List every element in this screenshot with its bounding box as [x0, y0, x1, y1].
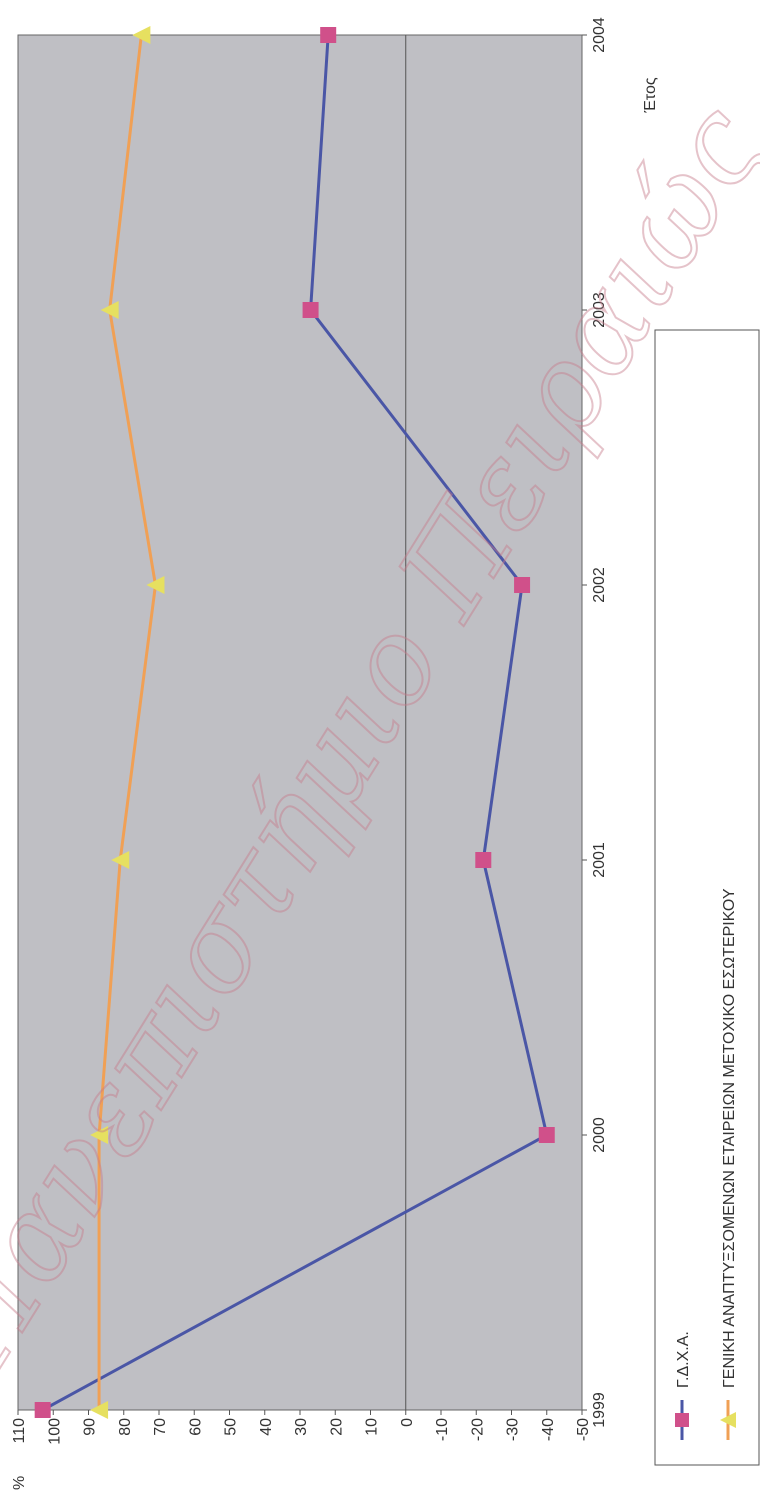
value-tick-label: 10: [364, 1418, 381, 1436]
year-axis-label: Έτος: [642, 77, 659, 114]
year-tick-label: 2004: [591, 17, 608, 53]
plot-area: [17, 34, 583, 1411]
series-line-2: [97, 34, 157, 1410]
legend-box: [654, 329, 760, 1466]
value-tick-label: -40: [540, 1418, 557, 1441]
series-1-point-2000: [538, 1127, 555, 1143]
series-2-point-2002: [146, 576, 165, 594]
value-tick-label: -30: [505, 1418, 522, 1441]
value-tick-label: 100: [46, 1418, 63, 1445]
series-markers: [34, 26, 555, 1419]
series-2-point-2001: [111, 851, 130, 869]
series-1-point-2003: [302, 302, 319, 318]
value-tick-label: 60: [187, 1418, 204, 1436]
value-tick-label: -50: [575, 1418, 592, 1441]
series-1-point-2001: [475, 852, 492, 868]
value-tick-label: 80: [117, 1418, 134, 1436]
legend-entries: Γ.Δ.Χ.Α. ΓΕΝΙΚΗ ΑΝΑΠΤΥΞΣΟΜΕΝΩΝ ΕΤΑΙΡΕΙΩΝ …: [675, 888, 738, 1440]
legend-swatch-marker-2: [720, 1412, 736, 1428]
series-1-point-2002: [514, 577, 531, 593]
value-tick-label: 50: [223, 1418, 240, 1436]
series-line-1: [41, 34, 549, 1412]
year-tick-label: 2000: [591, 1117, 608, 1153]
value-tick-label: 20: [328, 1418, 345, 1436]
legend-label-2: ΓΕΝΙΚΗ ΑΝΑΠΤΥΞΣΟΜΕΝΩΝ ΕΤΑΙΡΕΙΩΝ ΜΕΤΟΧΙΚΟ…: [721, 888, 738, 1388]
value-tick-label: -10: [434, 1418, 451, 1441]
value-tick-label: 40: [258, 1418, 275, 1436]
value-axis-unit: %: [11, 1476, 28, 1490]
year-tick-label: 1999: [591, 1392, 608, 1428]
series-2-point-2000: [90, 1126, 109, 1144]
year-tick-label: 2003: [591, 292, 608, 328]
series-1-point-1999: [34, 1402, 51, 1418]
year-tick-label: 2002: [591, 567, 608, 603]
series-1-point-2004: [320, 27, 337, 43]
value-tick-label: 30: [293, 1418, 310, 1436]
series-lines: [41, 34, 549, 1412]
year-axis-ticks: 1999 2000 2001 2002 2003 2004: [582, 17, 608, 1428]
value-tick-label: -20: [469, 1418, 486, 1441]
value-tick-label: 110: [11, 1418, 28, 1444]
series-2-point-2003: [100, 301, 119, 319]
year-tick-label: 2001: [591, 842, 608, 878]
value-axis-ticks: 110 100 90 80 70 60 50 40 30 20 10 0 -10 -20 -30 -40 -50: [11, 1410, 592, 1445]
value-tick-label: 70: [152, 1418, 169, 1436]
value-tick-label: 90: [82, 1418, 99, 1436]
legend: Γ.Δ.Χ.Α. ΓΕΝΙΚΗ ΑΝΑΠΤΥΞΣΟΜΕΝΩΝ ΕΤΑΙΡΕΙΩΝ …: [654, 329, 760, 1466]
value-tick-label: 0: [399, 1418, 416, 1427]
series-2-point-2004: [132, 26, 151, 44]
legend-label-1: Γ.Δ.Χ.Α.: [675, 1331, 692, 1388]
series-2-point-1999: [90, 1401, 109, 1419]
legend-swatch-marker-1: [675, 1413, 689, 1427]
